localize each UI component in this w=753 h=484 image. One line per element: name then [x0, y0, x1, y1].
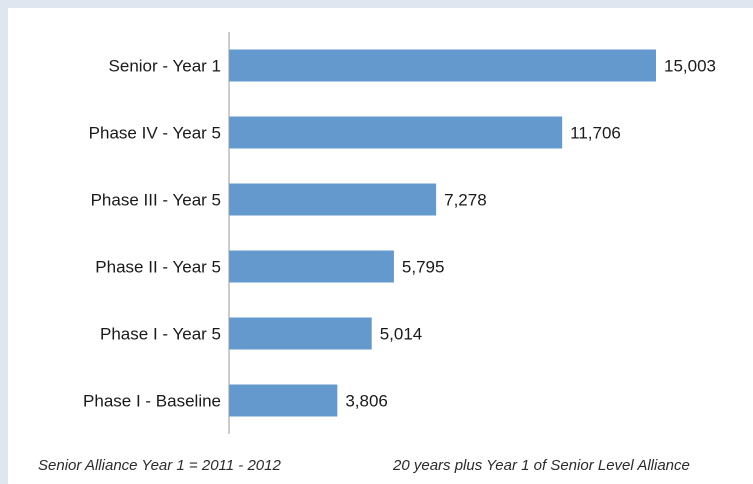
bars-layer: Senior - Year 1 15,003 Phase IV - Year 5 11… [83, 49, 716, 417]
bar-2 [229, 183, 437, 216]
category-label-0: Senior - Year 1 [109, 57, 221, 76]
bar-1 [229, 116, 563, 149]
category-label-3: Phase II - Year 5 [95, 258, 221, 277]
value-label-2: 7,278 [444, 191, 487, 210]
chart-panel [8, 8, 753, 484]
value-label-4: 5,014 [380, 325, 423, 344]
value-label-3: 5,795 [402, 258, 445, 277]
footnote-right: 20 years plus Year 1 of Senior Level All… [393, 457, 690, 474]
category-label-2: Phase III - Year 5 [91, 191, 221, 210]
category-label-5: Phase I - Baseline [83, 392, 221, 411]
footnote-left: Senior Alliance Year 1 = 2011 - 2012 [38, 457, 281, 474]
value-label-5: 3,806 [345, 392, 388, 411]
category-label-4: Phase I - Year 5 [100, 325, 221, 344]
bar-5 [229, 384, 338, 417]
category-label-1: Phase IV - Year 5 [89, 124, 221, 143]
bar-0 [229, 49, 656, 82]
bar-4 [229, 317, 372, 350]
value-label-0: 15,003 [664, 57, 716, 76]
value-label-1: 11,706 [570, 124, 621, 143]
bar-3 [229, 250, 394, 283]
